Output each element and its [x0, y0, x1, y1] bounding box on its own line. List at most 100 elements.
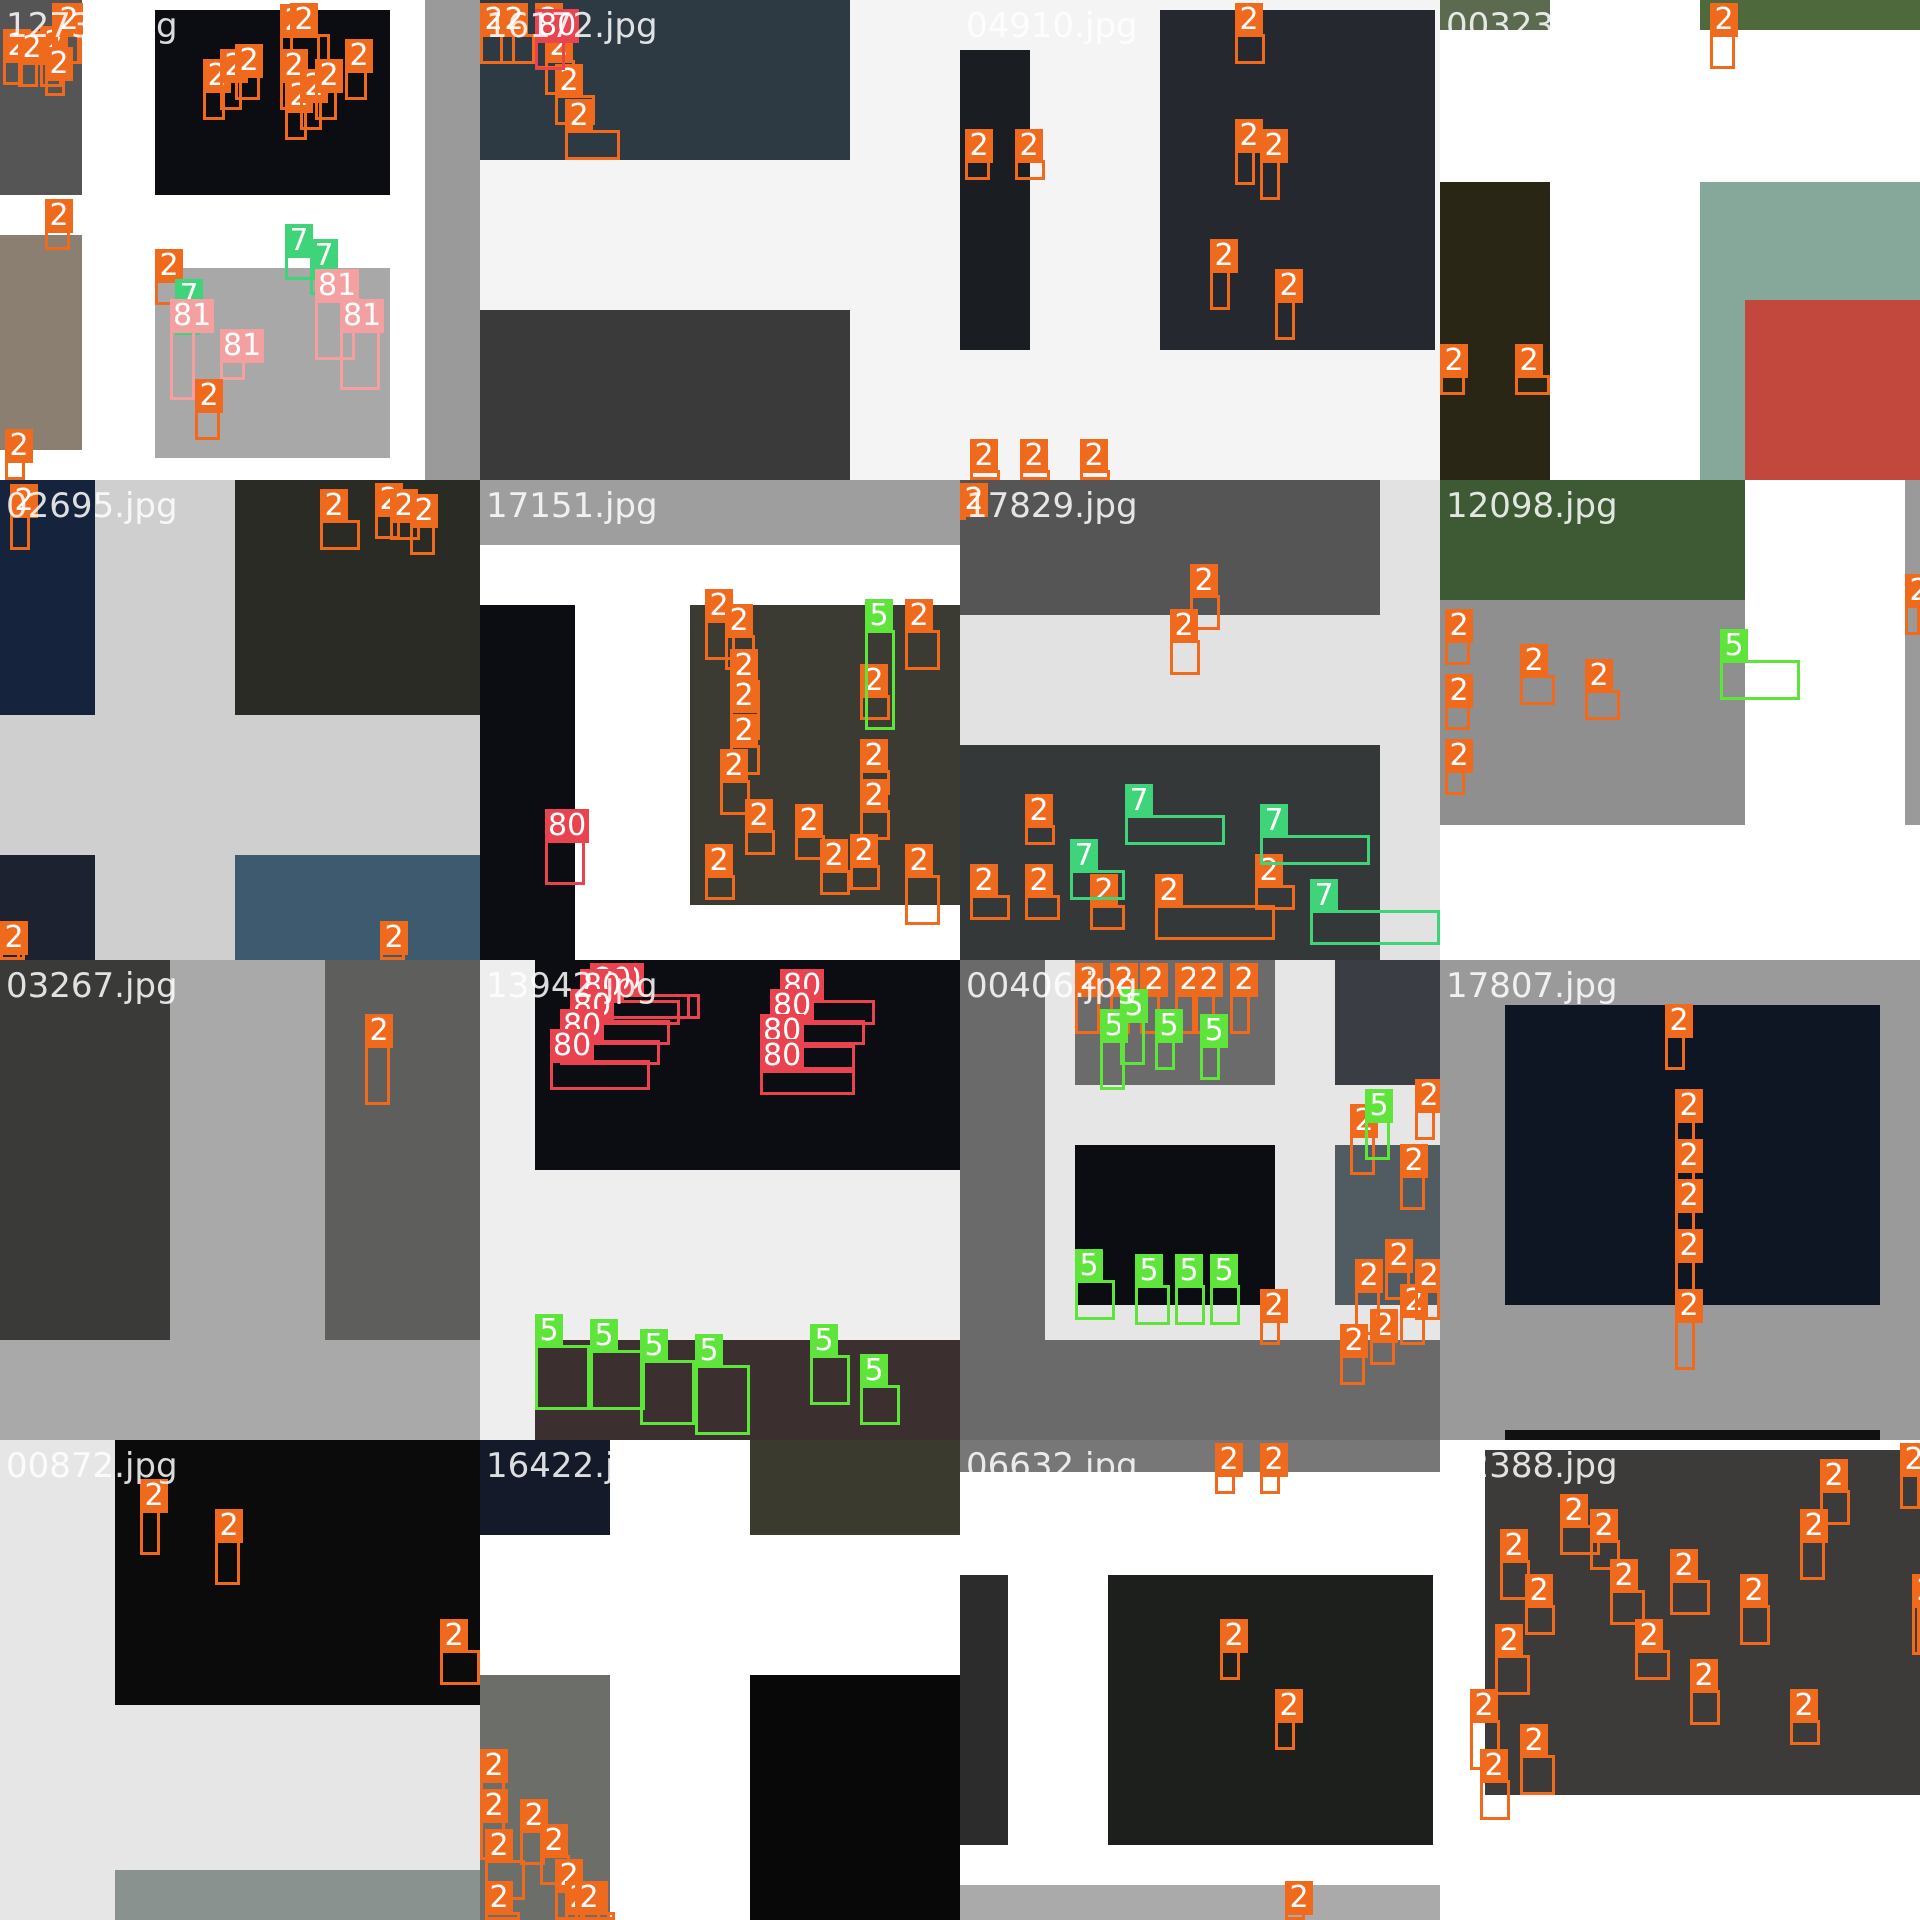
class-label: 2	[215, 1509, 243, 1543]
detection-box: 2	[1820, 1459, 1850, 1525]
class-label: 80	[550, 1029, 595, 1063]
detection-box: 2	[1190, 564, 1220, 630]
image-tile: 00406.jpg 2 2 2 2 2 2 5 5 5 5 5 5 5 5 2 2 5 2 2 2 2 2 2 2 2	[960, 960, 1440, 1440]
detection-box: 5	[590, 1319, 645, 1410]
aerial-photo-patch	[1440, 182, 1550, 480]
detection-box: 2	[860, 779, 890, 840]
aerial-photo-patch	[960, 1885, 1440, 1920]
detection-box: 2	[1075, 963, 1103, 1034]
detection-box: 2	[1370, 1309, 1398, 1365]
class-label: 2	[565, 99, 593, 133]
class-label: 5	[810, 1324, 838, 1358]
aerial-photo-patch	[1440, 0, 1550, 30]
detection-box: 2	[1275, 269, 1303, 340]
class-label: 2	[480, 1749, 508, 1783]
detection-box: 2	[850, 834, 880, 890]
class-label: 2	[1080, 439, 1108, 473]
class-label: 7	[310, 239, 338, 273]
detection-box: 2	[705, 844, 735, 900]
detection-box: 80	[535, 9, 580, 70]
class-label: 2	[1400, 1284, 1428, 1318]
detection-box: 2	[0, 921, 28, 960]
detection-box: 2	[480, 3, 515, 64]
detection-box: 2	[1275, 1689, 1303, 1750]
class-label: 2	[1520, 644, 1548, 678]
class-label: 2	[1905, 574, 1920, 608]
class-label: 7	[1260, 804, 1288, 838]
class-label: 2	[410, 494, 438, 528]
image-tile: 16172.jpg22222280	[480, 0, 960, 480]
class-label: 2	[365, 1014, 393, 1048]
class-label: 2	[480, 1789, 508, 1823]
class-label: 2	[1260, 1443, 1288, 1477]
image-tile: 13942.jpg80808080808080808080555555	[480, 960, 960, 1440]
class-label: 2	[1520, 1724, 1548, 1758]
detection-box: 2	[1515, 344, 1550, 395]
detection-box: 2	[1480, 1749, 1510, 1820]
class-label: 2	[1495, 1624, 1523, 1658]
detection-box: 2	[345, 39, 373, 100]
detection-box: 2	[1905, 574, 1920, 635]
class-label: 7	[1310, 879, 1338, 913]
class-label: 2	[1900, 1443, 1920, 1477]
class-label: 2	[1020, 439, 1048, 473]
detection-box: 5	[860, 1354, 900, 1425]
aerial-photo-patch	[1335, 960, 1440, 1085]
class-label: 2	[725, 604, 753, 638]
detection-box: 2	[1340, 1324, 1368, 1385]
class-label: 2	[10, 484, 38, 518]
aerial-photo-patch	[480, 605, 575, 960]
class-label: 2	[1710, 3, 1738, 37]
detection-box: 2	[540, 1824, 570, 1885]
detection-box: 7	[1070, 839, 1125, 900]
aerial-photo-patch	[1905, 480, 1920, 825]
class-label: 2	[440, 1619, 468, 1653]
class-label: 2	[55, 3, 83, 37]
detection-box: 2	[905, 599, 940, 670]
detection-box: 2	[575, 1881, 610, 1920]
detection-box: 5	[1135, 1254, 1170, 1325]
detection-box: 2	[1445, 739, 1473, 795]
class-label: 2	[1340, 1324, 1368, 1358]
detection-box: 2	[1080, 439, 1110, 480]
detection-box: 2	[235, 44, 263, 100]
detection-box: 2	[320, 489, 360, 550]
detection-box: 5	[1075, 1249, 1115, 1320]
class-label: 5	[640, 1329, 668, 1363]
class-label: 2	[745, 799, 773, 833]
class-label: 2	[1025, 864, 1053, 898]
detection-box: 2	[1210, 239, 1238, 310]
class-label: 5	[1135, 1254, 1163, 1288]
aerial-photo-patch	[1108, 1575, 1433, 1845]
class-label: 2	[1260, 129, 1288, 163]
aerial-photo-patch	[960, 1440, 1440, 1472]
aerial-photo-patch	[0, 235, 82, 450]
aerial-photo-patch	[325, 960, 480, 1340]
class-label: 2	[1585, 659, 1613, 693]
detection-box: 2	[1025, 864, 1060, 920]
detection-box: 2	[18, 31, 46, 87]
class-label: 2	[1675, 1289, 1703, 1323]
class-label: 2	[1015, 129, 1043, 163]
detection-box: 2	[1440, 344, 1468, 395]
detection-box: 2	[1015, 129, 1045, 180]
detection-box: 80	[550, 1029, 650, 1090]
class-label: 2	[1445, 609, 1473, 643]
image-filename: 13942.jpg	[486, 966, 658, 1006]
class-label: 2	[280, 49, 308, 83]
class-label: 80	[535, 9, 580, 43]
class-label: 7	[285, 224, 313, 258]
detection-box: 2	[1590, 1509, 1620, 1570]
detection-box: 5	[535, 1314, 590, 1410]
class-label: 2	[1610, 1559, 1638, 1593]
detection-box: 2	[5, 429, 33, 480]
detection-box: 2	[1400, 1144, 1428, 1210]
detection-box: 2	[1912, 1574, 1920, 1655]
class-label: 2	[1665, 1004, 1693, 1038]
class-label: 2	[1075, 963, 1103, 997]
image-filename: 17829.jpg	[966, 486, 1138, 526]
aerial-photo-patch	[960, 1340, 1440, 1440]
detection-box: 5	[695, 1334, 750, 1435]
aerial-photo-patch	[115, 1440, 480, 1705]
